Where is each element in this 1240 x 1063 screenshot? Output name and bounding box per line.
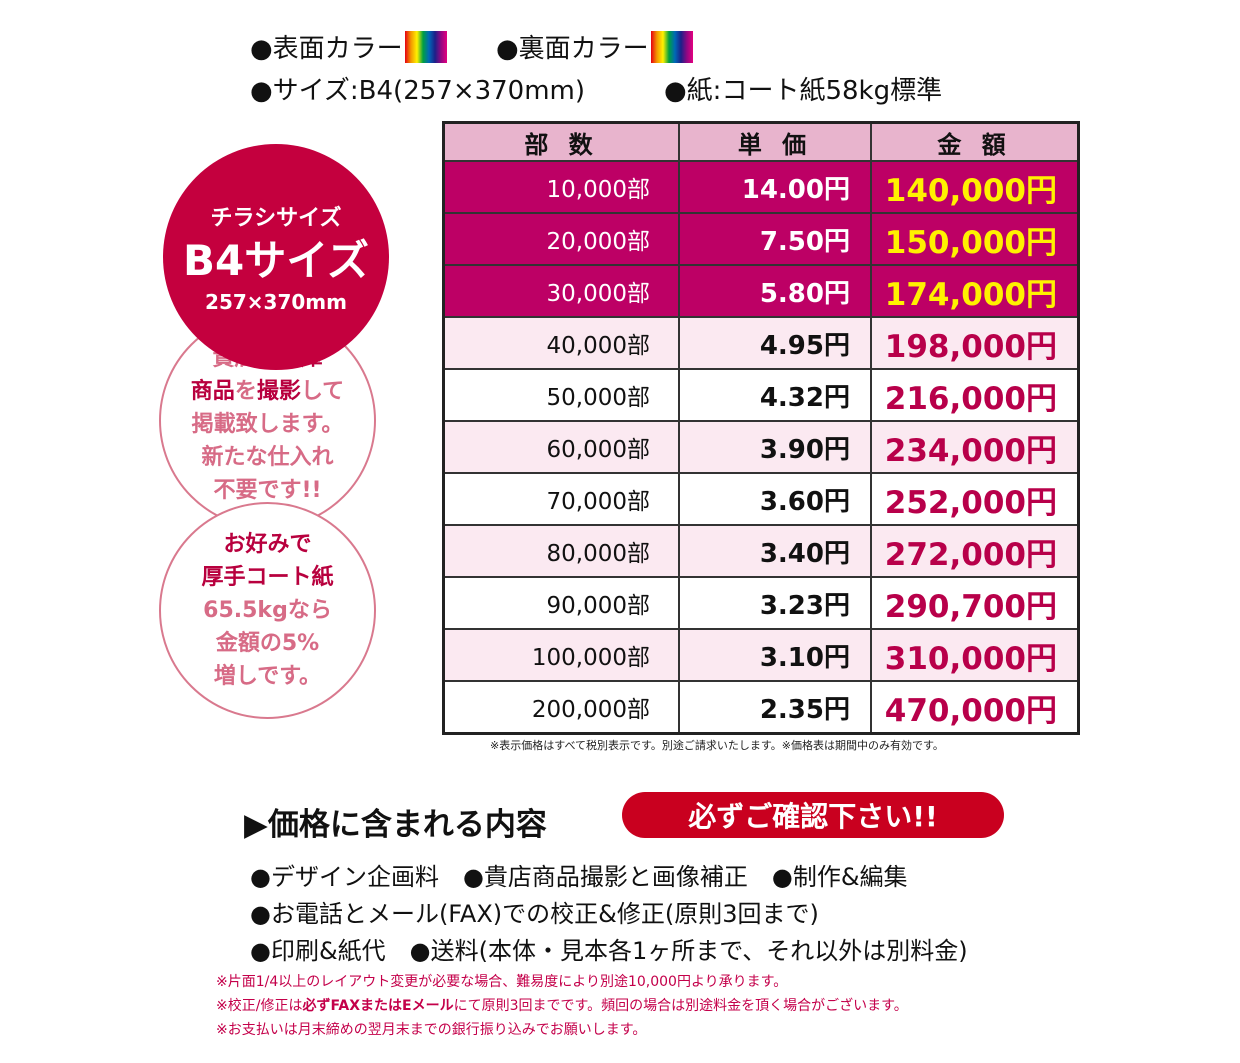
tax-note: ※表示価格はすべて税別表示です。別途ご請求いたします。※価格表は期間中のみ有効で… xyxy=(490,739,944,752)
table-row: 60,000部 3.90円 234,000円 xyxy=(442,420,1080,474)
table-row: 40,000部 4.95円 198,000円 xyxy=(442,316,1080,370)
included-line-1: ●デザイン企画料 ●貴店商品撮影と画像補正 ●制作&編集 xyxy=(250,863,908,891)
table-row: 200,000部 2.35円 470,000円 xyxy=(442,680,1080,735)
front-color-swatch xyxy=(404,31,447,63)
included-line-3: ●印刷&紙代 ●送料(本体・見本各1ヶ所まで、それ以外は別料金) xyxy=(250,937,968,965)
table-row: 80,000部 3.40円 272,000円 xyxy=(442,524,1080,578)
header-unit-price: 単 価 xyxy=(678,121,872,162)
price-table: 部 数 単 価 金 額 10,000部 14.00円 140,000円 20,000… xyxy=(442,121,1080,735)
paper-spec: ●紙:コート紙58kg標準 xyxy=(664,76,943,106)
included-line-2: ●お電話とメール(FAX)での校正&修正(原則3回まで) xyxy=(250,900,819,928)
included-title: ▶価格に含まれる内容 xyxy=(244,807,547,843)
note-proofing: ※校正/修正は必ずFAXまたはEメールにて原則3回までです。頻回の場合は別途料金… xyxy=(216,998,908,1014)
header-total: 金 額 xyxy=(870,121,1080,162)
size-spec: ●サイズ:B4(257×370mm) xyxy=(250,76,586,106)
flyer-size-badge: チラシサイズ B4サイズ 257×370mm xyxy=(163,144,389,370)
table-row: 20,000部 7.50円 150,000円 xyxy=(442,212,1080,266)
table-row: 90,000部 3.23円 290,700円 xyxy=(442,576,1080,630)
table-row: 100,000部 3.10円 310,000円 xyxy=(442,628,1080,682)
table-row: 70,000部 3.60円 252,000円 xyxy=(442,472,1080,526)
confirm-badge: 必ずご確認下さい!! xyxy=(622,792,1004,838)
table-row: 50,000部 4.32円 216,000円 xyxy=(442,368,1080,422)
front-color-spec: ●表面カラー xyxy=(250,28,447,65)
back-color-spec: ●裏面カラー xyxy=(496,28,693,65)
table-header-row: 部 数 単 価 金 額 xyxy=(442,121,1080,162)
badge-caption: チラシサイズ xyxy=(210,206,342,231)
note-layout-change: ※片面1/4以上のレイアウト変更が必要な場合、難易度により別途10,000円より… xyxy=(216,974,788,990)
badge-dimensions: 257×370mm xyxy=(205,290,347,314)
thick-paper-circle: お好みで 厚手コート紙 65.5kgなら 金額の5% 増しです。 xyxy=(159,502,376,719)
badge-size: B4サイズ xyxy=(183,236,369,285)
back-color-swatch xyxy=(650,31,693,63)
note-payment: ※お支払いは月末締めの翌月末までの銀行振り込みでお願いします。 xyxy=(216,1022,647,1038)
table-row: 30,000部 5.80円 174,000円 xyxy=(442,264,1080,318)
header-quantity: 部 数 xyxy=(442,121,680,162)
table-row: 10,000部 14.00円 140,000円 xyxy=(442,160,1080,214)
